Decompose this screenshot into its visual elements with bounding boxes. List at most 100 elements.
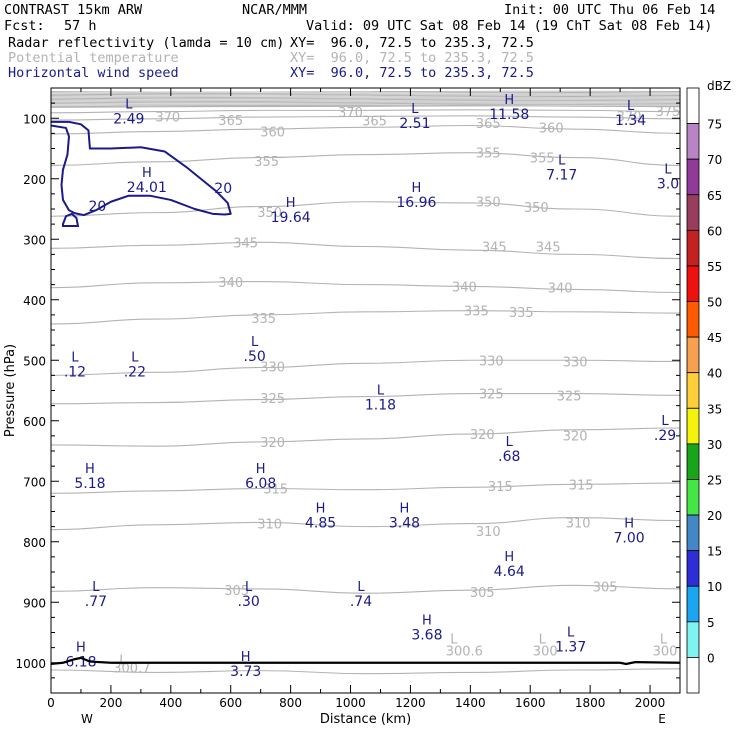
wind-extremum-high: H [85, 462, 95, 477]
wind-contour-label: 20 [89, 199, 107, 215]
y-tick-label: 500 [23, 354, 46, 368]
wind-extremum-high: H [504, 550, 514, 565]
wind-extremum-value: 3.73 [230, 664, 261, 680]
theta-contour-line [51, 359, 680, 376]
wind-extremum-value: .50 [244, 349, 266, 365]
wind-extremum-low: L [245, 580, 253, 595]
theta-label: 365 [476, 117, 501, 132]
wind-contour-20-small [61, 212, 80, 227]
wind-extremum-low: L [664, 163, 672, 178]
theta-contour-line [51, 93, 680, 96]
colorbar-swatch [686, 514, 700, 552]
theta-label: 355 [254, 155, 279, 170]
field-wind-name: Horizontal wind speed [8, 65, 179, 81]
wind-extremum-high: H [256, 462, 266, 477]
wind-extremum-low: L [506, 435, 514, 450]
colorbar-swatch [686, 158, 700, 196]
theta-label: 325 [479, 388, 504, 403]
theta-label: 320 [260, 436, 285, 451]
theta-label: 305 [224, 584, 249, 599]
colorbar-level-label: 10 [707, 580, 722, 594]
wind-extremum-value: .77 [85, 594, 107, 610]
wind-extremum-low: L [661, 414, 669, 429]
wind-extremum-high: H [316, 502, 326, 517]
wind-extremum-low: L [71, 350, 79, 365]
theta-contour-line [51, 310, 680, 325]
theta-contour-line [51, 482, 680, 494]
theta-label: 355 [530, 152, 555, 167]
theta-contour-line [51, 98, 680, 101]
wind-extremum-value: 2.51 [399, 116, 430, 132]
theta-label: 325 [260, 392, 285, 407]
x-tick-label: 600 [219, 696, 242, 710]
model-name: CONTRAST 15km ARW [4, 2, 143, 18]
theta-label: L [450, 633, 458, 648]
colorbar-level-label: 75 [707, 118, 722, 132]
field-theta-name: Potential temperature [8, 50, 179, 66]
theta-label: L [539, 633, 547, 648]
wind-extremum-value: 4.64 [494, 564, 525, 580]
theta-contour-line [51, 281, 680, 294]
theta-label: 340 [218, 276, 243, 291]
theta-label: 340 [452, 280, 477, 295]
wind-extremum-high: H [412, 181, 422, 196]
wind-extremum-value: 1.37 [555, 640, 586, 656]
theta-contour-line [51, 152, 680, 166]
y-tick-label: 400 [23, 294, 46, 308]
theta-label: 370 [338, 106, 363, 121]
theta-label: 345 [233, 236, 258, 251]
colorbar-level-label: 0 [707, 651, 715, 665]
theta-label: L [660, 633, 668, 648]
colorbar-swatch [686, 550, 700, 587]
colorbar-swatch [686, 621, 700, 658]
theta-label: 360 [260, 126, 285, 141]
theta-label: 370 [155, 110, 180, 125]
theta-label: 300 [533, 645, 558, 660]
theta-label: L [119, 654, 127, 669]
colorbar-swatch [686, 479, 700, 516]
theta-label: 350 [476, 196, 501, 211]
theta-label: 310 [566, 516, 591, 531]
field-theta-xy: XY= 96.0, 72.5 to 235.3, 72.5 [290, 50, 534, 66]
wind-extremum-low: L [627, 99, 635, 114]
wind-extremum-low: L [411, 102, 419, 117]
fcst-value: 57 h [64, 18, 97, 34]
theta-contour-line [51, 427, 680, 447]
theta-contour-line [51, 92, 680, 94]
colorbar-swatch [686, 585, 700, 623]
x-tick-label: 1800 [575, 696, 606, 710]
theta-contour-line [51, 101, 680, 104]
terrain-surface [51, 656, 680, 666]
theta-label: 345 [482, 241, 507, 256]
colorbar-level-label: 45 [707, 331, 722, 345]
colorbar-level-label: 50 [707, 296, 722, 310]
theta-contour-line [51, 201, 680, 217]
colorbar-level-label: 40 [707, 367, 722, 381]
theta-contour-line [51, 102, 680, 105]
wind-extremum-high: H [422, 613, 432, 628]
y-axis-title: Pressure (hPa) [3, 344, 18, 437]
wind-extremum-value: 6.08 [245, 476, 276, 492]
x-end-label-east: E [658, 712, 666, 726]
theta-label: 360 [539, 121, 564, 136]
theta-label: 315 [569, 478, 594, 493]
wind-extremum-low: L [92, 580, 100, 595]
theta-label: 375 [656, 105, 681, 120]
theta-label: 330 [479, 354, 504, 369]
y-tick-label: 900 [23, 596, 46, 610]
colorbar-swatch [686, 265, 700, 302]
theta-contour-line [51, 97, 680, 100]
wind-extremum-high: H [241, 650, 251, 665]
theta-label: 330 [563, 355, 588, 370]
y-tick-label: 100 [23, 112, 46, 126]
theta-label: 300.6 [446, 645, 483, 660]
colorbar-level-label: 20 [707, 509, 722, 523]
wind-extremum-value: 7.00 [613, 531, 644, 547]
colorbar-level-label: 55 [707, 260, 722, 274]
fcst-label: Fcst: [4, 18, 45, 34]
valid-time: Valid: 09 UTC Sat 08 Feb 14 (19 ChT Sat … [306, 18, 713, 34]
colorbar-level-label: 15 [707, 545, 722, 559]
theta-contour-line [51, 124, 680, 135]
colorbar-swatch [686, 657, 700, 694]
x-tick-label: 200 [99, 696, 122, 710]
